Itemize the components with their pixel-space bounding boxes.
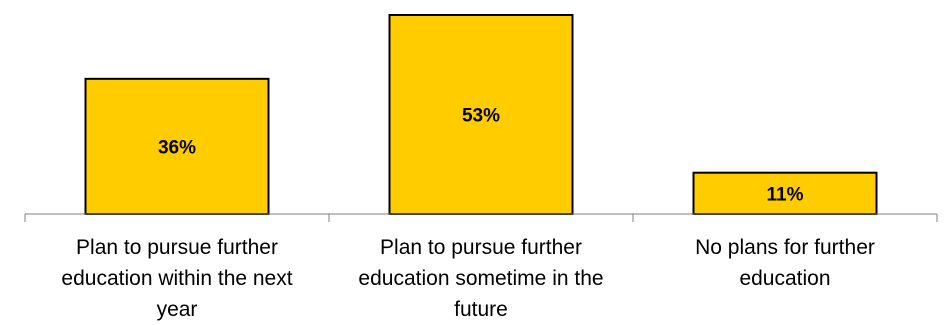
category-labels: Plan to pursue further education within t… [61,236,874,321]
category-label-1: Plan to pursue further education within t… [61,236,292,321]
category-label-2: Plan to pursue further education sometime… [358,236,603,321]
data-label-3: 11% [767,184,804,205]
x-axis [24,213,938,222]
data-label-1: 36% [158,137,196,158]
data-label-2: 53% [462,106,500,127]
bar-1 [84,77,270,215]
bar-2 [388,14,574,215]
bars-layer: 36% 53% 11% [84,14,878,216]
category-label-3: No plans for further education [695,236,875,290]
